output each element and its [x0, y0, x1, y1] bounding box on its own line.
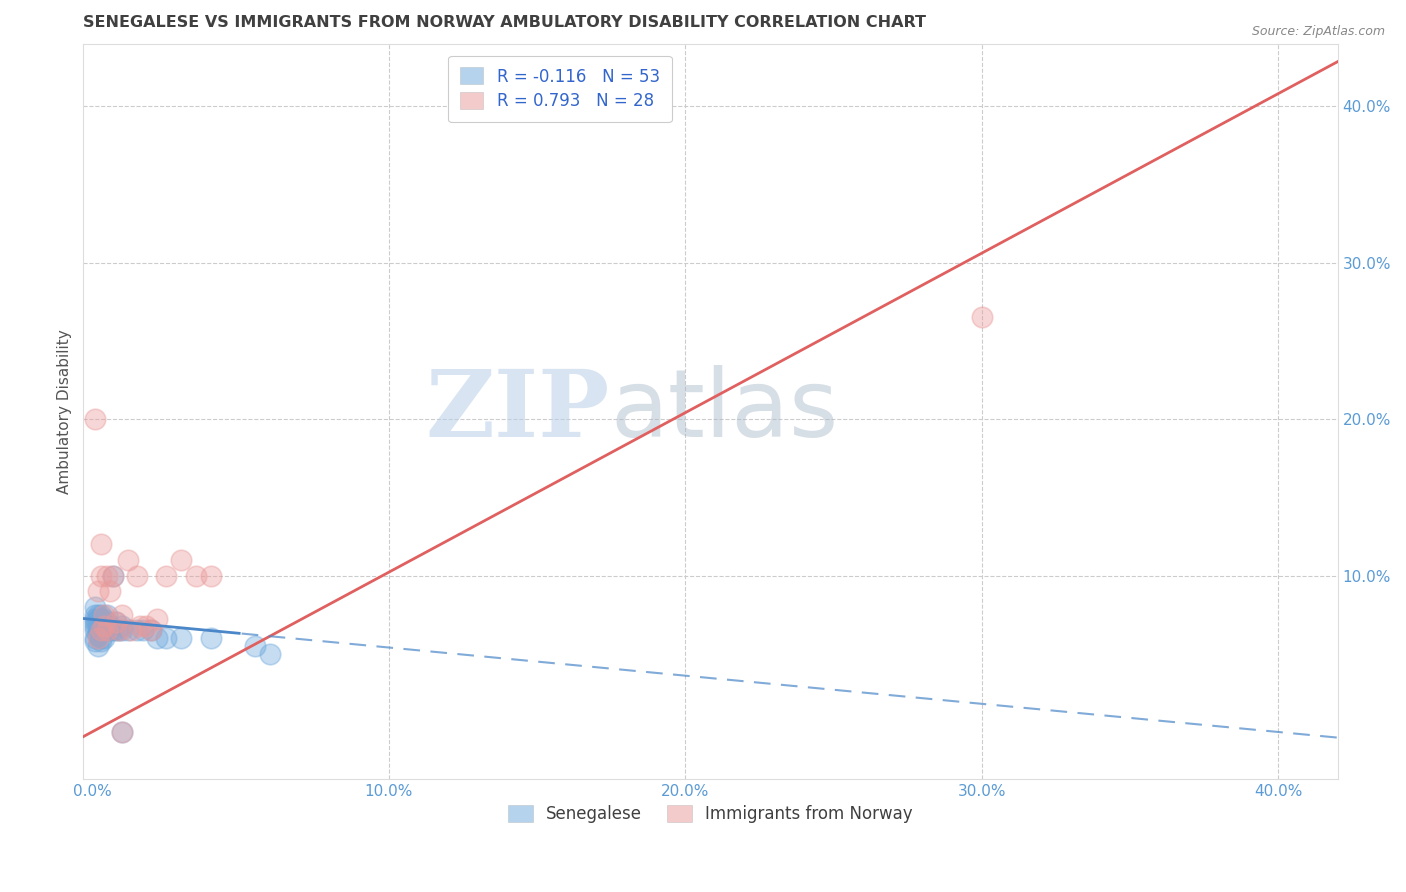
Text: atlas: atlas [610, 366, 838, 458]
Point [87, 639, 110, 653]
Point [259, 647, 281, 661]
Point [117, 553, 139, 567]
Point [90, 618, 112, 632]
Point [87, 607, 110, 622]
Point [146, 631, 169, 645]
Point [170, 631, 193, 645]
Point [111, 607, 134, 622]
Point [90, 618, 112, 632]
Point [970, 310, 993, 325]
Point [98, 618, 121, 632]
Point [84, 624, 107, 638]
Point [104, 615, 127, 630]
Point [101, 568, 124, 582]
Point [111, 725, 134, 739]
Point [135, 618, 157, 632]
Point [93, 618, 115, 632]
Point [90, 568, 112, 582]
Point [90, 624, 112, 638]
Point [87, 584, 110, 599]
Point [245, 639, 267, 653]
Point [141, 624, 163, 638]
Point [90, 634, 112, 648]
Point [87, 628, 110, 642]
Point [90, 624, 112, 638]
Point [93, 618, 115, 632]
Point [155, 568, 177, 582]
Point [87, 618, 110, 632]
Point [125, 568, 148, 582]
Point [93, 624, 115, 638]
Point [200, 631, 222, 645]
Point [98, 584, 121, 599]
Point [108, 624, 131, 638]
Point [200, 568, 222, 582]
Point [96, 607, 118, 622]
Point [111, 618, 134, 632]
Y-axis label: Ambulatory Disability: Ambulatory Disability [58, 329, 72, 493]
Point [131, 624, 153, 638]
Point [141, 624, 163, 638]
Point [93, 607, 115, 622]
Point [111, 624, 134, 638]
Point [101, 624, 124, 638]
Point [170, 553, 193, 567]
Point [87, 612, 110, 626]
Point [120, 624, 142, 638]
Point [93, 631, 115, 645]
Point [87, 631, 110, 645]
Point [108, 624, 131, 638]
Point [104, 624, 127, 638]
Point [93, 615, 115, 630]
Point [101, 568, 124, 582]
Point [87, 624, 110, 638]
Point [84, 631, 107, 645]
Legend: Senegalese, Immigrants from Norway: Senegalese, Immigrants from Norway [495, 792, 927, 837]
Text: ZIP: ZIP [426, 367, 610, 457]
Text: Source: ZipAtlas.com: Source: ZipAtlas.com [1251, 25, 1385, 38]
Text: SENEGALESE VS IMMIGRANTS FROM NORWAY AMBULATORY DISABILITY CORRELATION CHART: SENEGALESE VS IMMIGRANTS FROM NORWAY AMB… [83, 15, 927, 30]
Point [96, 624, 118, 638]
Point [90, 607, 112, 622]
Point [96, 624, 118, 638]
Point [125, 624, 148, 638]
Point [84, 412, 107, 426]
Point [111, 725, 134, 739]
Point [98, 624, 121, 638]
Point [90, 612, 112, 626]
Point [93, 612, 115, 626]
Point [128, 618, 150, 632]
Point [184, 568, 207, 582]
Point [146, 612, 169, 626]
Point [155, 631, 177, 645]
Point [90, 537, 112, 551]
Point [104, 615, 127, 630]
Point [84, 599, 107, 614]
Point [90, 615, 112, 630]
Point [90, 624, 112, 638]
Point [90, 631, 112, 645]
Point [84, 612, 107, 626]
Point [84, 618, 107, 632]
Point [96, 615, 118, 630]
Point [117, 624, 139, 638]
Point [87, 615, 110, 630]
Point [84, 615, 107, 630]
Point [96, 618, 118, 632]
Point [84, 607, 107, 622]
Point [84, 634, 107, 648]
Point [96, 568, 118, 582]
